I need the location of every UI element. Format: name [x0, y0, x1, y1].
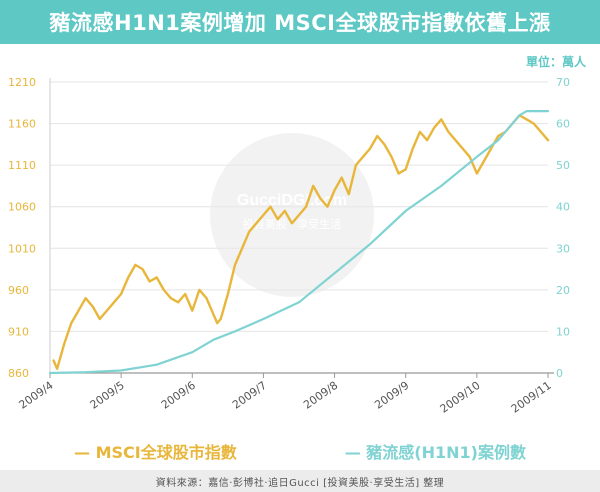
legend-label-h1n1: — 豬流感(H1N1)案例數: [344, 443, 526, 462]
chart-title: 豬流感H1N1案例增加 MSCI全球股市指數依舊上漲: [0, 0, 600, 44]
series-line-msci: [52, 114, 550, 370]
y-left-tick-label: 860: [8, 367, 29, 380]
y-right-tick-label: 0: [556, 367, 563, 380]
y-right-tick-label: 30: [556, 242, 570, 255]
legend-item-msci: — MSCI全球股市指數: [74, 439, 237, 463]
y-left-tick-label: 1160: [8, 118, 36, 131]
x-tick-label: 2009/10: [438, 379, 483, 416]
watermark-circle: [210, 133, 374, 297]
unit-label: 單位：萬人: [525, 55, 586, 69]
x-tick-label: 2009/11: [509, 379, 554, 416]
x-tick-label: 2009/6: [159, 379, 198, 412]
y-left-tick-label: 1010: [8, 242, 36, 255]
x-tick-label: 2009/8: [301, 379, 340, 412]
y-right-tick-label: 10: [556, 325, 570, 338]
x-tick-label: 2009/9: [372, 379, 411, 412]
y-right-tick-label: 20: [556, 284, 570, 297]
y-left-tick-label: 1210: [8, 76, 36, 89]
y-right-tick-label: 70: [556, 76, 570, 89]
x-tick-label: 2009/5: [88, 379, 127, 412]
legend: — MSCI全球股市指數 — 豬流感(H1N1)案例數: [0, 436, 600, 466]
y-left-tick-label: 910: [8, 325, 29, 338]
series-line-h1n1: [48, 109, 550, 375]
x-tick-label: 2009/7: [230, 379, 269, 412]
y-left-tick-label: 1110: [8, 159, 36, 172]
source-note: 資料來源：嘉信·彭博社·追日Gucci [投資美股·享受生活] 整理: [0, 470, 600, 492]
chart: GucciDGI.com 投資美股 · 享受生活 860910960101010…: [8, 76, 570, 416]
y-right-tick-label: 50: [556, 159, 570, 172]
y-right-tick-label: 40: [556, 201, 570, 214]
legend-label-msci: — MSCI全球股市指數: [74, 443, 237, 462]
y-right-tick-label: 60: [556, 118, 570, 131]
y-left-tick-label: 1060: [8, 201, 36, 214]
watermark: GucciDGI.com 投資美股 · 享受生活: [210, 133, 374, 297]
legend-item-h1n1: — 豬流感(H1N1)案例數: [345, 439, 526, 463]
y-left-tick-label: 960: [8, 284, 29, 297]
series: [48, 109, 550, 375]
x-tick-label: 2009/4: [17, 379, 56, 412]
